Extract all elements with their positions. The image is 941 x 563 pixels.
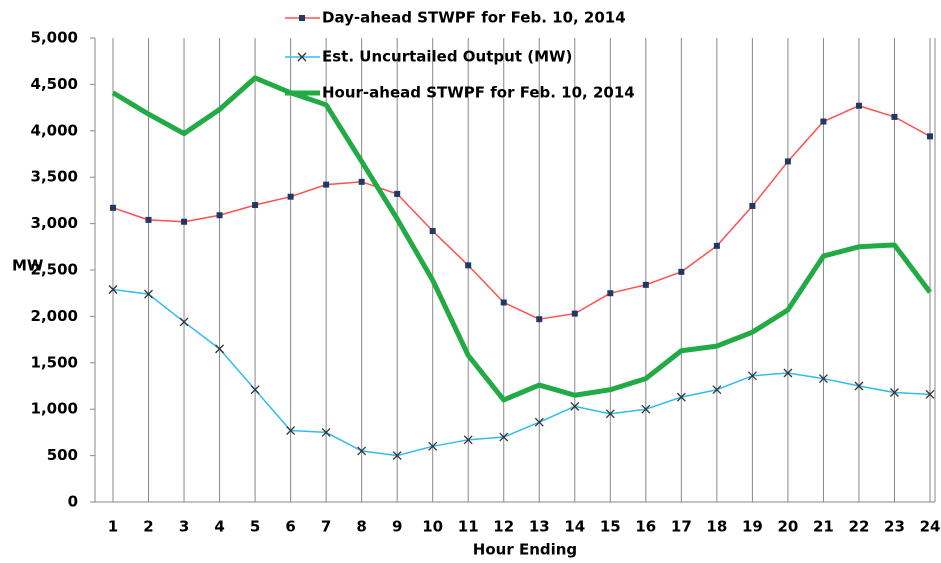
- x-tick-label: 22: [849, 518, 870, 536]
- marker: [605, 409, 615, 419]
- x-tick-label: 6: [285, 518, 295, 536]
- marker: [215, 344, 225, 354]
- legend-marker: [297, 52, 307, 62]
- marker: [783, 368, 793, 378]
- x-tick-label: 5: [250, 518, 260, 536]
- x-tick-label: 12: [493, 518, 514, 536]
- marker: [747, 371, 757, 381]
- y-tick-label: 3,000: [31, 214, 78, 232]
- x-tick-label: 17: [671, 518, 692, 536]
- marker: [534, 417, 544, 427]
- x-tick-label: 21: [813, 518, 834, 536]
- marker: [181, 218, 188, 225]
- x-tick-label: 13: [529, 518, 550, 536]
- x-tick-label: 18: [706, 518, 727, 536]
- legend-marker: [299, 15, 305, 21]
- legend-label: Est. Uncurtailed Output (MW): [322, 48, 572, 66]
- marker: [749, 202, 756, 209]
- marker: [394, 190, 401, 197]
- marker: [179, 317, 189, 327]
- y-tick-label: 1,000: [31, 400, 78, 418]
- y-tick-label: 4,500: [31, 75, 78, 93]
- series-line: [111, 75, 932, 403]
- marker: [323, 181, 330, 188]
- x-tick-label: 8: [356, 518, 366, 536]
- marker: [642, 281, 649, 288]
- y-tick-label: 5,000: [31, 29, 78, 47]
- marker: [428, 441, 438, 451]
- marker: [358, 178, 365, 185]
- x-tick-label: 14: [564, 518, 585, 536]
- marker: [357, 446, 367, 456]
- marker: [110, 204, 116, 211]
- marker: [392, 451, 402, 461]
- marker: [818, 374, 828, 384]
- marker: [144, 289, 153, 299]
- marker: [712, 385, 722, 395]
- x-tick-label: 11: [458, 518, 479, 536]
- y-tick-label: 2,500: [31, 261, 78, 279]
- x-tick-label: 23: [884, 518, 905, 536]
- marker: [463, 435, 473, 445]
- marker: [500, 299, 507, 306]
- marker: [252, 202, 259, 209]
- x-tick-label: 3: [179, 518, 189, 536]
- marker: [607, 290, 614, 297]
- marker: [145, 216, 152, 223]
- marker: [429, 228, 436, 235]
- marker: [499, 432, 509, 442]
- marker: [250, 385, 260, 395]
- x-axis-label: Hour Ending: [473, 541, 577, 559]
- x-tick-label: 15: [600, 518, 621, 536]
- y-axis-label: MW: [12, 257, 44, 275]
- y-tick-label: 500: [47, 446, 78, 464]
- marker: [536, 316, 543, 323]
- x-tick-label: 2: [143, 518, 153, 536]
- marker: [713, 242, 720, 249]
- marker: [784, 158, 791, 165]
- y-tick-label: 4,000: [31, 121, 78, 139]
- marker: [321, 427, 331, 437]
- y-tick-label: 0: [68, 493, 78, 511]
- y-tick-label: 2,000: [31, 307, 78, 325]
- marker: [216, 212, 223, 219]
- marker: [465, 262, 472, 269]
- x-tick-label: 10: [422, 518, 443, 536]
- marker: [890, 388, 899, 397]
- marker: [287, 193, 294, 200]
- x-tick-label: 24: [920, 518, 941, 536]
- marker: [286, 426, 296, 436]
- marker: [927, 133, 933, 140]
- x-tick-label: 9: [392, 518, 402, 536]
- y-tick-label: 1,500: [31, 353, 78, 371]
- marker: [854, 381, 864, 391]
- marker: [676, 392, 686, 402]
- x-tick-label: 19: [742, 518, 763, 536]
- series-line: [112, 104, 931, 320]
- x-tick-label: 7: [321, 518, 331, 536]
- series-line: [112, 288, 931, 457]
- legend-label: Hour-ahead STWPF for Feb. 10, 2014: [322, 84, 635, 102]
- marker: [925, 389, 935, 399]
- marker: [641, 404, 651, 414]
- marker: [891, 113, 898, 120]
- marker: [108, 285, 118, 294]
- marker: [855, 102, 862, 109]
- marker: [570, 401, 580, 411]
- marker: [678, 268, 685, 275]
- marker: [571, 310, 578, 317]
- y-tick-label: 3,500: [31, 168, 78, 186]
- legend-label: Day-ahead STWPF for Feb. 10, 2014: [322, 9, 626, 27]
- x-tick-label: 20: [777, 518, 798, 536]
- marker: [820, 118, 827, 125]
- x-tick-label: 4: [214, 518, 224, 536]
- x-tick-label: 16: [635, 518, 656, 536]
- x-tick-label: 1: [108, 518, 118, 536]
